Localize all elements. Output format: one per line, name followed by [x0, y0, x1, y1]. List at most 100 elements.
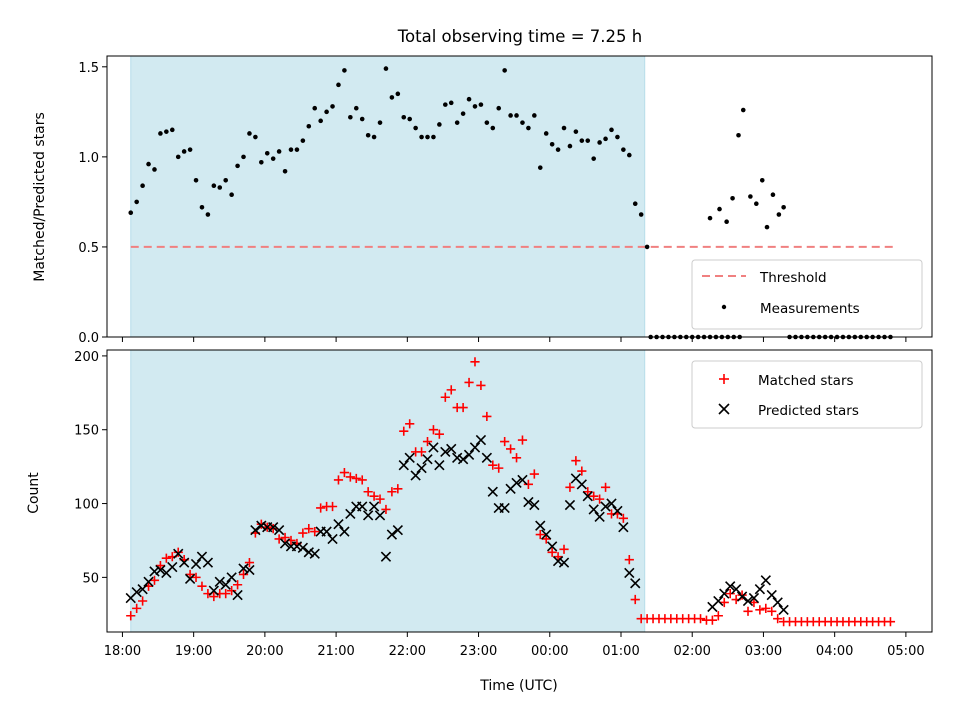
measurement-point [537, 165, 543, 170]
x-tick-label: 23:00 [460, 644, 497, 659]
x-tick-label: 00:00 [531, 644, 568, 659]
matched-star-point [529, 469, 539, 479]
predicted-star-point [440, 446, 451, 458]
measurement-point [443, 102, 448, 107]
x-tick-label: 01:00 [602, 644, 639, 659]
measurement-point [377, 120, 383, 125]
matched-star-point [345, 472, 355, 482]
measurement-point [520, 120, 525, 125]
measurement-point [478, 102, 484, 107]
predicted-star-point [178, 557, 190, 568]
matched-star-point [719, 597, 729, 608]
measurement-point [152, 167, 157, 172]
matched-star-point [333, 475, 344, 485]
predicted-star-point [244, 564, 255, 576]
matched-star-point [310, 527, 320, 537]
matched-star-point [155, 560, 166, 571]
x-tick-label: 02:00 [673, 644, 710, 659]
measurement-point [288, 147, 294, 152]
predicted-star-point [748, 592, 760, 604]
predicted-star-point [392, 524, 403, 536]
predicted-star-point [600, 501, 611, 512]
predicted-star-point [339, 526, 350, 537]
matched-star-point [149, 575, 160, 585]
matched-star-point [375, 494, 385, 504]
matched-star-point [488, 460, 498, 470]
measurement-point [395, 91, 401, 97]
matched-star-point [268, 524, 278, 534]
predicted-star-point [333, 519, 344, 530]
measurement-point [740, 107, 746, 113]
legend-predicted-marker [718, 403, 730, 415]
predicted-star-point [778, 604, 789, 616]
predicted-star-point [303, 547, 314, 558]
measurement-point [211, 183, 217, 188]
matched-star-point [416, 447, 427, 457]
x-tick-label: 04:00 [816, 644, 853, 659]
matched-star-point [393, 484, 403, 494]
predicted-star-point [742, 595, 754, 607]
measurement-point [389, 95, 395, 100]
measurement-point [253, 134, 258, 140]
measurement-point [490, 125, 496, 131]
measurement-point [781, 205, 786, 210]
measurement-point [282, 168, 288, 174]
matched-star-point [381, 504, 391, 515]
top-shaded-region [130, 55, 646, 338]
matched-star-point [583, 487, 593, 497]
matched-star-point [232, 580, 243, 590]
legend-measurements-label: Measurements [760, 301, 860, 317]
predicted-star-point [434, 459, 445, 471]
matched-star-point [500, 436, 510, 447]
legend-measurement-marker [721, 304, 727, 310]
matched-star-point [197, 581, 207, 591]
predicted-star-point [184, 573, 196, 585]
measurement-point [591, 156, 596, 161]
matched-star-point [695, 614, 706, 624]
predicted-star-point [624, 567, 635, 579]
measurement-point [543, 131, 549, 136]
x-tick-label: 22:00 [389, 644, 426, 659]
legend-threshold-label: Threshold [759, 270, 827, 286]
measurement-point [169, 127, 175, 133]
predicted-star-point [208, 585, 220, 596]
measurement-point [466, 96, 472, 102]
matched-star-point [434, 429, 444, 439]
matched-star-point [173, 547, 183, 557]
matched-star-point [713, 611, 723, 621]
predicted-star-point [137, 584, 148, 595]
measurement-point [371, 134, 377, 140]
measurement-point [496, 105, 502, 111]
predicted-star-point [719, 588, 730, 599]
matched-star-point [494, 463, 504, 473]
matched-star-point [755, 605, 765, 615]
measurement-point [264, 150, 270, 156]
measurement-point [128, 210, 134, 216]
predicted-star-point [362, 510, 374, 521]
predicted-star-point [273, 524, 285, 536]
predicted-star-point [268, 522, 279, 533]
matched-star-point [138, 596, 148, 606]
predicted-star-point [469, 442, 481, 453]
measurement-point [300, 138, 306, 143]
measurement-point [573, 129, 579, 134]
matched-star-point [505, 444, 516, 454]
measurement-point [776, 212, 782, 217]
bottom-legend-box [691, 360, 923, 429]
bottom-y-axis-label: Count [26, 472, 42, 514]
measurement-point [181, 149, 187, 154]
measurement-point [597, 140, 602, 145]
matched-star-point [209, 591, 219, 602]
matched-star-point [553, 552, 563, 562]
matched-star-point [304, 524, 314, 534]
matched-star-point [523, 479, 534, 489]
measurement-point [448, 100, 454, 106]
predicted-star-point [173, 548, 184, 559]
measurement-point [312, 105, 318, 111]
measurement-point [425, 134, 430, 140]
measurement-point [235, 163, 240, 169]
measurement-point [764, 224, 770, 230]
top-y-tick-label: 0.0 [78, 331, 99, 346]
measurement-point [502, 68, 507, 73]
predicted-star-point [386, 529, 398, 540]
